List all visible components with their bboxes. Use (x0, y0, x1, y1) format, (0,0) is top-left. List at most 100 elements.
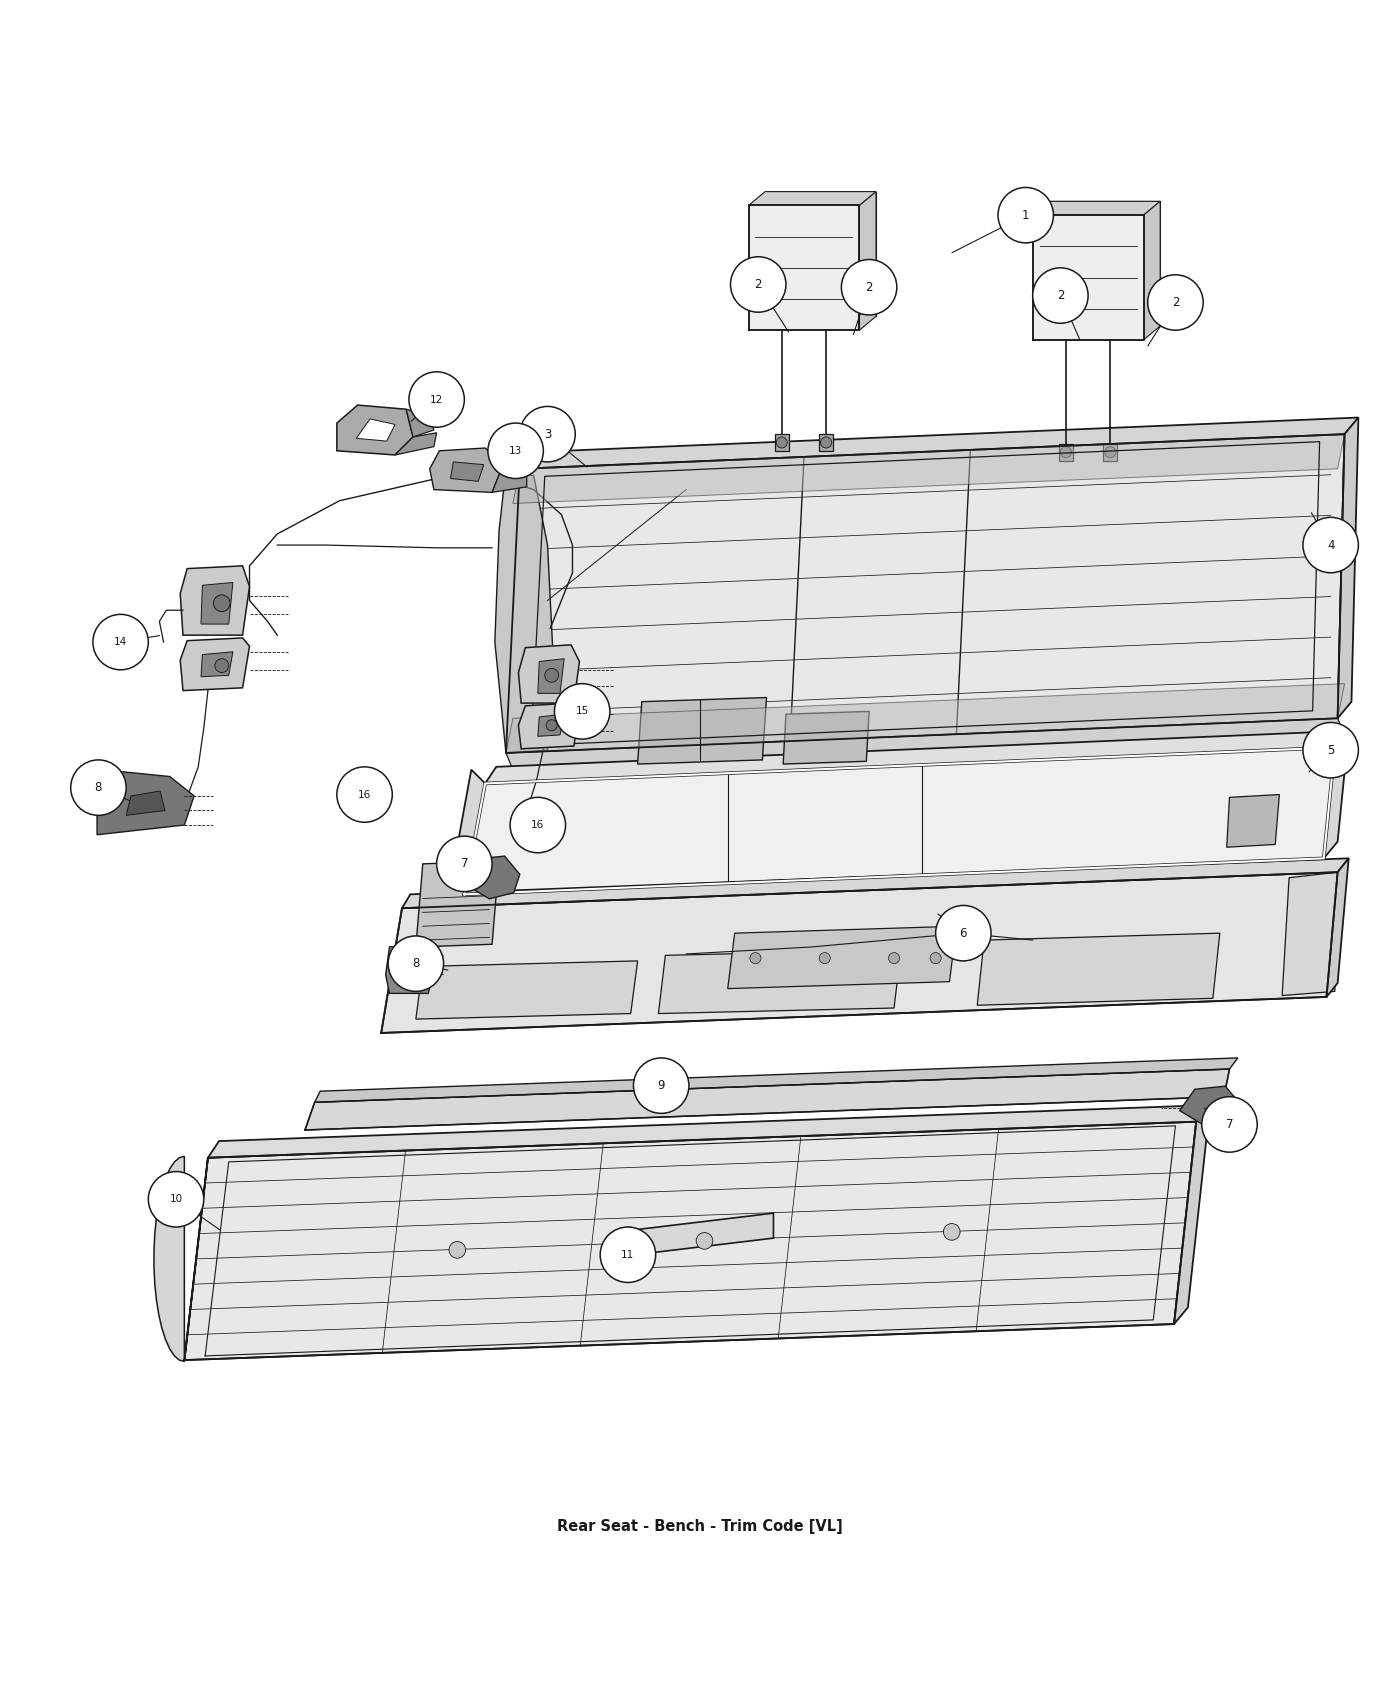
Polygon shape (459, 857, 519, 899)
Circle shape (889, 952, 900, 964)
Polygon shape (395, 434, 437, 456)
Circle shape (601, 1227, 655, 1282)
Text: 12: 12 (430, 394, 444, 405)
Text: 3: 3 (543, 428, 552, 440)
Polygon shape (97, 772, 195, 835)
Circle shape (71, 760, 126, 816)
Text: 7: 7 (1226, 1119, 1233, 1131)
Polygon shape (512, 434, 1344, 503)
Polygon shape (337, 405, 413, 456)
Polygon shape (977, 933, 1219, 1005)
Polygon shape (749, 206, 860, 330)
Polygon shape (518, 704, 580, 748)
Circle shape (944, 1224, 960, 1241)
Circle shape (214, 658, 228, 673)
Polygon shape (1226, 794, 1280, 847)
Polygon shape (774, 434, 788, 450)
Circle shape (731, 257, 785, 313)
Polygon shape (766, 192, 876, 316)
Polygon shape (658, 950, 902, 1013)
Polygon shape (181, 638, 249, 690)
Polygon shape (1050, 201, 1161, 326)
Circle shape (546, 719, 557, 731)
Text: 8: 8 (95, 780, 102, 794)
Circle shape (935, 906, 991, 960)
Polygon shape (1324, 731, 1348, 858)
Polygon shape (819, 434, 833, 450)
Polygon shape (728, 927, 956, 989)
Polygon shape (634, 1214, 773, 1255)
Polygon shape (202, 583, 232, 624)
Polygon shape (494, 469, 554, 753)
Circle shape (750, 952, 762, 964)
Circle shape (1033, 269, 1088, 323)
Polygon shape (185, 1122, 1196, 1360)
Circle shape (554, 683, 610, 740)
Text: 16: 16 (531, 819, 545, 830)
Text: 2: 2 (1172, 296, 1179, 309)
Circle shape (1060, 447, 1071, 457)
Polygon shape (315, 1057, 1238, 1102)
Polygon shape (126, 790, 165, 816)
Circle shape (510, 797, 566, 853)
Text: 2: 2 (755, 279, 762, 291)
Text: 2: 2 (865, 280, 872, 294)
Polygon shape (486, 731, 1348, 784)
Polygon shape (505, 683, 1344, 753)
Polygon shape (1144, 201, 1161, 340)
Circle shape (437, 836, 491, 891)
Polygon shape (538, 714, 564, 736)
Circle shape (92, 614, 148, 670)
Polygon shape (860, 192, 876, 330)
Circle shape (148, 1171, 204, 1227)
Polygon shape (402, 858, 1348, 908)
Polygon shape (491, 464, 526, 493)
Polygon shape (465, 748, 1334, 894)
Circle shape (1303, 517, 1358, 573)
Polygon shape (202, 651, 232, 677)
Circle shape (1148, 275, 1203, 330)
Polygon shape (1033, 201, 1161, 216)
Polygon shape (385, 947, 433, 993)
Polygon shape (505, 719, 1344, 770)
Polygon shape (451, 462, 484, 481)
Polygon shape (783, 711, 869, 763)
Circle shape (409, 372, 465, 427)
Circle shape (1303, 722, 1358, 779)
Circle shape (930, 952, 941, 964)
Polygon shape (1180, 1086, 1240, 1129)
Circle shape (633, 1057, 689, 1114)
Text: 10: 10 (169, 1195, 182, 1204)
Circle shape (776, 437, 787, 449)
Circle shape (519, 406, 575, 462)
Text: 5: 5 (1327, 743, 1334, 756)
Polygon shape (1033, 216, 1144, 340)
Polygon shape (356, 418, 395, 440)
Circle shape (213, 595, 230, 612)
Polygon shape (416, 960, 637, 1018)
Circle shape (998, 187, 1053, 243)
Text: 14: 14 (113, 638, 127, 648)
Text: 11: 11 (622, 1250, 634, 1260)
Circle shape (819, 952, 830, 964)
Text: 4: 4 (1327, 539, 1334, 551)
Polygon shape (1103, 444, 1117, 461)
Text: 1: 1 (1022, 209, 1029, 221)
Circle shape (449, 1241, 466, 1258)
Polygon shape (505, 434, 1344, 753)
Polygon shape (416, 862, 498, 947)
Polygon shape (406, 410, 434, 437)
Polygon shape (1327, 858, 1348, 996)
Polygon shape (209, 1105, 1210, 1158)
Text: 9: 9 (658, 1080, 665, 1091)
Polygon shape (402, 960, 419, 979)
Text: 8: 8 (412, 957, 420, 971)
Polygon shape (519, 418, 1358, 469)
Text: 13: 13 (510, 445, 522, 456)
Polygon shape (637, 697, 767, 763)
Circle shape (820, 437, 832, 449)
Text: Rear Seat - Bench - Trim Code [VL]: Rear Seat - Bench - Trim Code [VL] (557, 1518, 843, 1533)
Polygon shape (154, 1156, 209, 1362)
Circle shape (337, 767, 392, 823)
Circle shape (1105, 447, 1116, 457)
